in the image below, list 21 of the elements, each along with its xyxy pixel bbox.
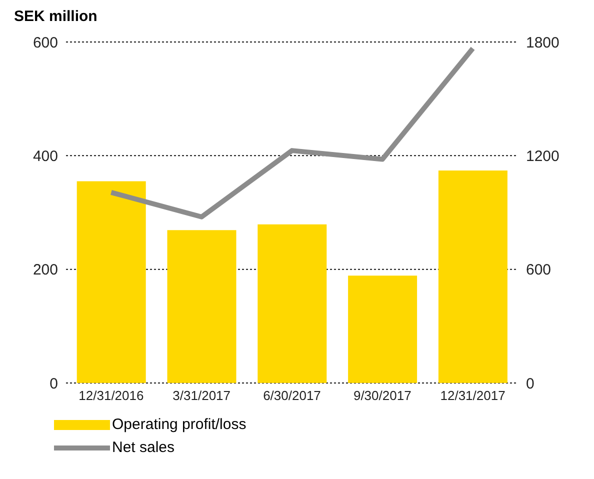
y-tick-label: 400	[32, 148, 58, 165]
x-tick-label: 6/30/2017	[263, 388, 321, 404]
bar	[348, 276, 418, 383]
y2-tick-label: 1200	[526, 148, 560, 165]
x-tick-label: 12/31/2017	[440, 388, 506, 404]
y-tick-label: 200	[32, 262, 58, 279]
y2-tick-label: 600	[526, 262, 552, 279]
y2-tick-label: 0	[526, 375, 534, 392]
x-tick-label: 3/31/2017	[172, 388, 231, 404]
x-tick-label: 9/30/2017	[353, 388, 412, 404]
bar	[76, 181, 146, 383]
y2-tick-label: 1800	[526, 34, 560, 52]
y-tick-label: 600	[32, 34, 58, 52]
text: SEK million	[13, 8, 98, 27]
legend-label: Net sales	[112, 439, 175, 456]
y-tick-label: 0	[50, 375, 58, 392]
bar	[167, 230, 236, 383]
legend-label: Operating profit/loss	[112, 416, 246, 433]
bar	[438, 170, 508, 383]
bar	[258, 224, 327, 383]
x-tick-label: 12/31/2016	[78, 388, 144, 404]
